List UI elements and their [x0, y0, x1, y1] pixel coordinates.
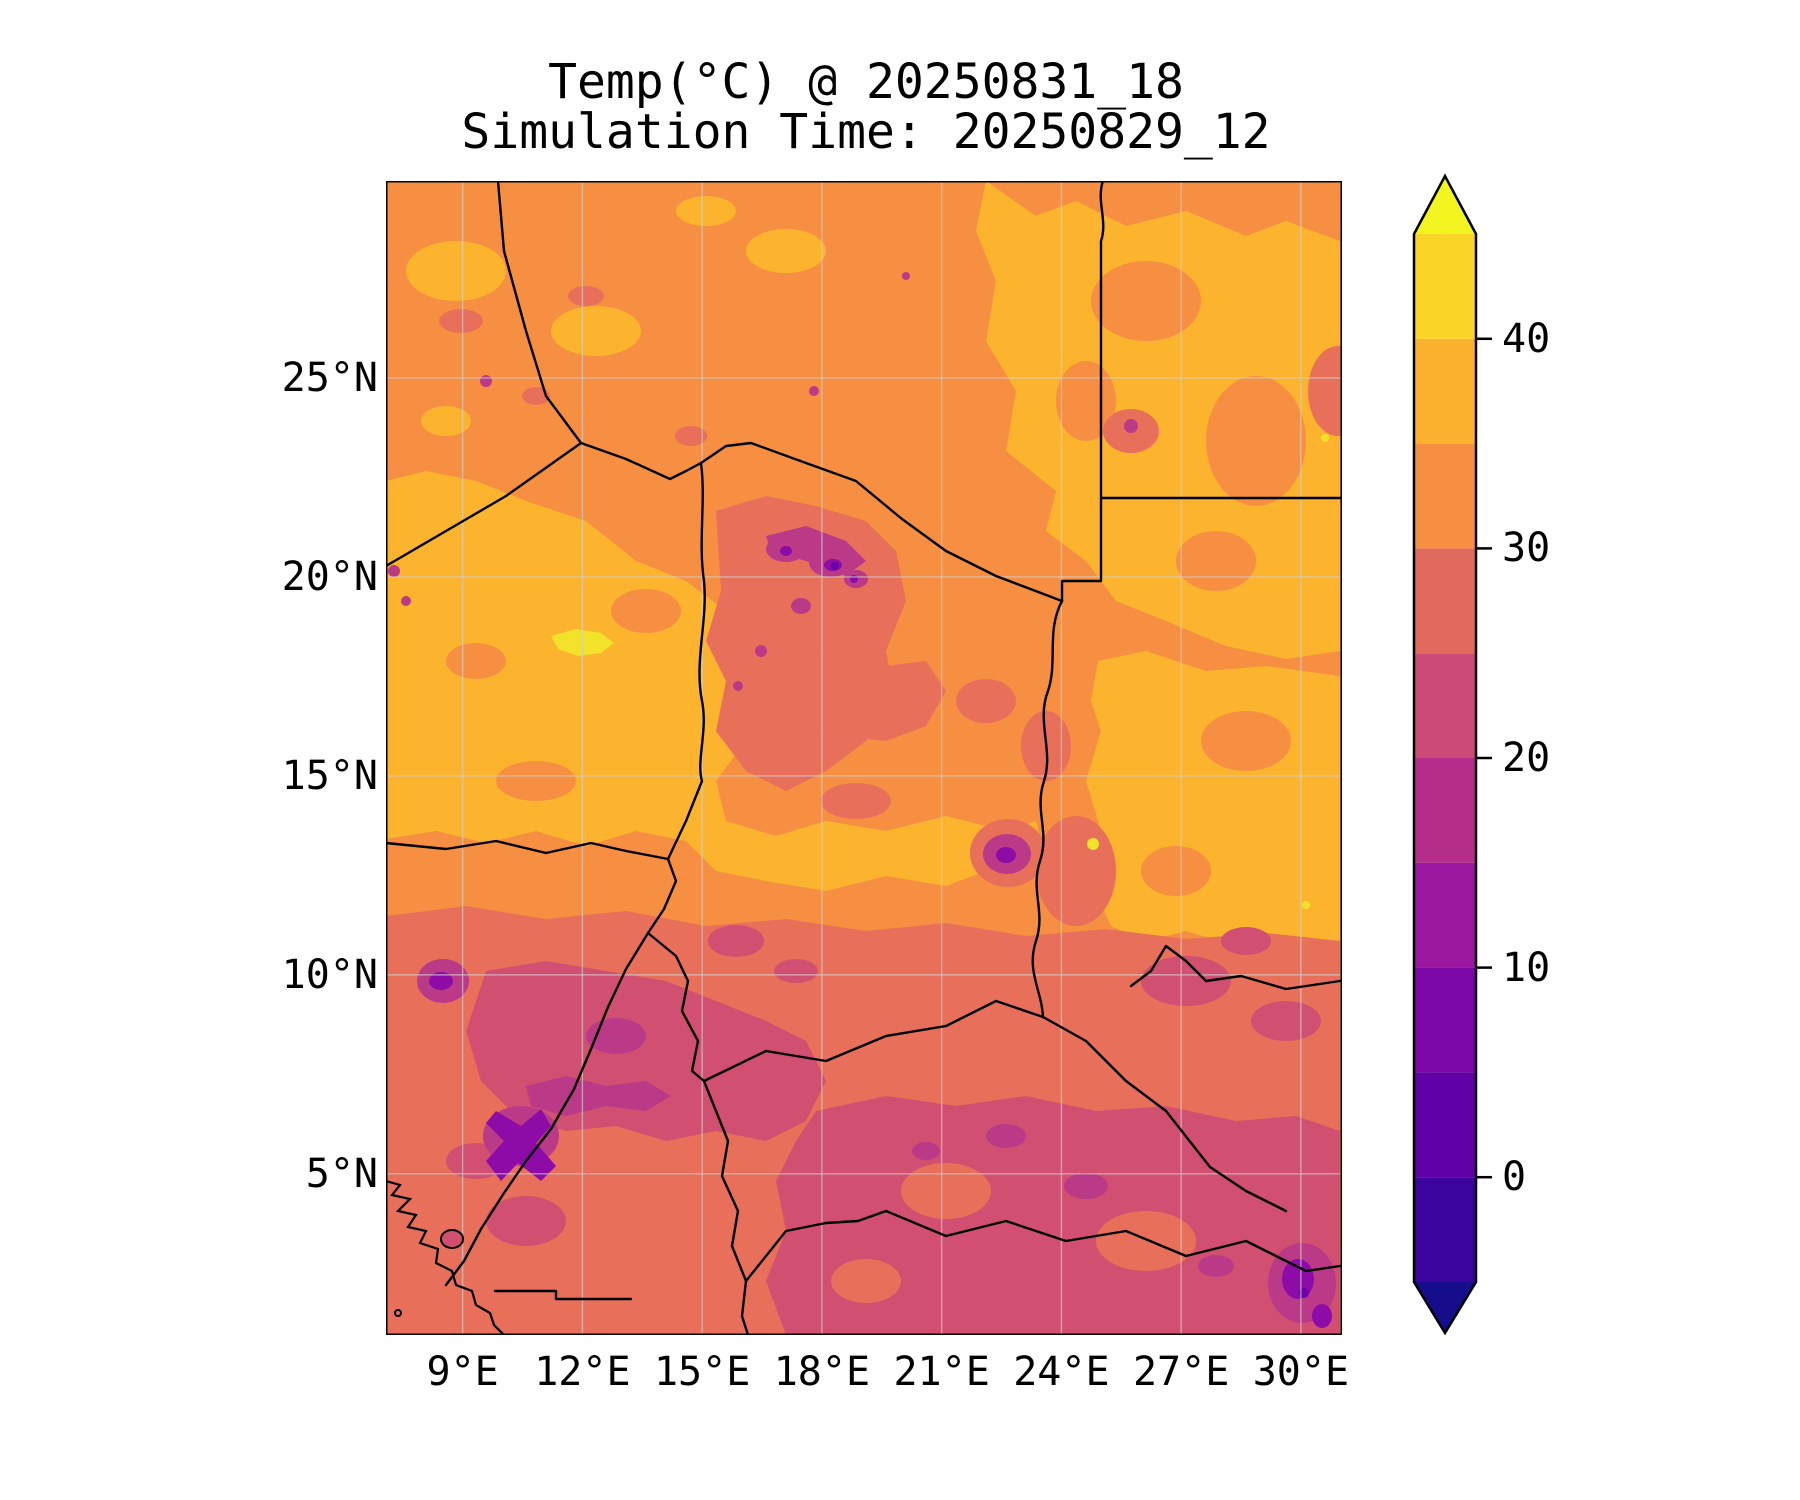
colorbar-under-arrow: [1414, 1282, 1476, 1333]
border-algeria-niger: [386, 441, 583, 568]
colorbar-tick-label: 40: [1502, 315, 1551, 362]
border-eq-guinea: [493, 1289, 633, 1301]
border-niger-chad: [666, 461, 706, 861]
border-sudan-ssudan: [1129, 944, 1342, 991]
border-libya-niger-chad: [579, 441, 1064, 603]
colorbar-segment: [1414, 862, 1476, 968]
colorbar-outline: [1412, 173, 1478, 1336]
plot-title: Temp(°C) @ 20250831_18: [548, 54, 1184, 110]
gridlines: [386, 181, 1342, 1335]
small-island: [394, 1309, 402, 1317]
colorbar-segment: [1414, 967, 1476, 1073]
border-chad-car: [702, 999, 1045, 1083]
border-algeria-libya: [496, 181, 583, 445]
x-axis-tick-label: 12°E: [534, 1349, 631, 1395]
colorbar-segment: [1414, 1177, 1476, 1282]
border-chad-nigeria-cameroon: [646, 857, 706, 1083]
border-car-drc: [744, 1209, 1342, 1283]
colorbar-segment: [1414, 443, 1476, 549]
field-purple-5-15: [429, 546, 1332, 1328]
border-cameroon-car-congo: [702, 1079, 750, 1335]
map-plot-area: [386, 181, 1342, 1335]
border-egypt-libya-sudan: [1060, 181, 1342, 603]
field-pink-20-25: [446, 925, 1340, 1335]
x-axis-tick-label: 27°E: [1132, 1349, 1230, 1395]
y-axis-tick-label: 15°N: [281, 752, 378, 799]
colorbar-segment: [1414, 653, 1476, 758]
border-chad-sudan: [1031, 599, 1064, 1019]
coastline-group: [386, 1179, 505, 1335]
colorbar-segment: [1414, 758, 1476, 863]
colorbar-segment: [1414, 338, 1476, 444]
border-sudan-car: [1041, 1015, 1288, 1213]
country-borders: [386, 181, 1342, 1335]
plot-subtitle-simulation-time: Simulation Time: 20250829_12: [461, 104, 1271, 160]
y-axis-tick-label: 25°N: [281, 354, 378, 401]
colorbar-tick-label: 0: [1502, 1154, 1527, 1201]
x-axis-tick-label: 9°E: [426, 1349, 499, 1395]
colorbar-tick-label: 20: [1502, 735, 1551, 781]
y-axis-tick-label: 5°N: [305, 1150, 378, 1197]
border-nigeria-cameroon: [444, 931, 650, 1287]
colorbar-tick-label: 30: [1502, 525, 1551, 572]
border-niger-nigeria: [386, 839, 670, 861]
colorbar-segment: [1414, 548, 1476, 654]
y-axis-tick-label: 20°N: [281, 553, 378, 600]
x-axis-tick-label: 24°E: [1013, 1349, 1110, 1395]
x-axis-tick-label: 18°E: [773, 1349, 871, 1395]
colorbar-over-arrow: [1414, 176, 1476, 234]
temperature-field-map: [386, 181, 1342, 1335]
field-salmon-holes: [831, 1163, 1196, 1303]
colorbar-segment: [1414, 234, 1476, 339]
colorbar-tick-label: 10: [1502, 944, 1551, 991]
gulf-of-guinea-coastline: [386, 1179, 505, 1335]
colorbar-segment: [1414, 1072, 1476, 1178]
x-axis-tick-label: 15°E: [653, 1349, 751, 1395]
x-axis-tick-label: 21°E: [893, 1349, 990, 1395]
y-axis-tick-label: 10°N: [281, 951, 378, 998]
bioko-island: [440, 1229, 464, 1249]
x-axis-tick-label: 30°E: [1252, 1349, 1350, 1395]
